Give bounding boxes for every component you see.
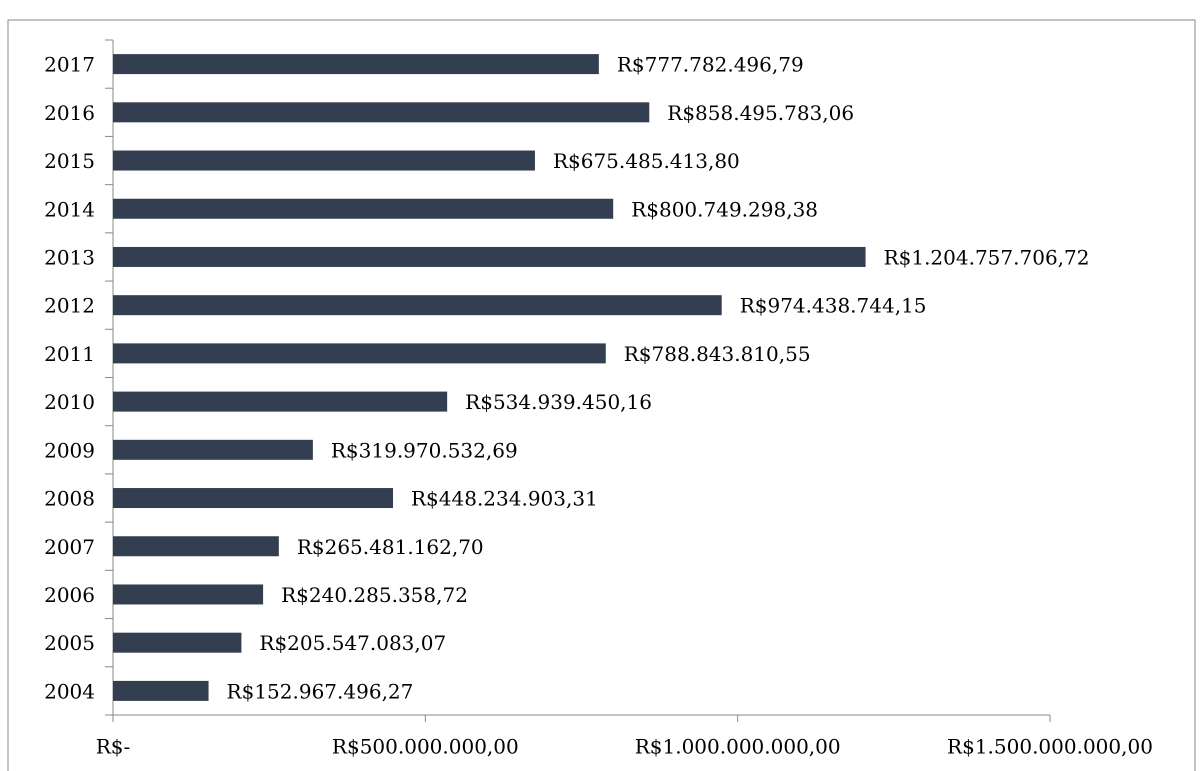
- y-tick-label: 2008: [44, 487, 95, 511]
- value-label: R$974.438.744,15: [740, 294, 927, 318]
- x-tick-label: R$500.000.000,00: [332, 735, 519, 759]
- y-tick-label: 2004: [44, 679, 95, 703]
- y-tick-label: 2015: [44, 149, 95, 173]
- value-label: R$1.204.757.706,72: [884, 245, 1090, 269]
- value-label: R$675.485.413,80: [553, 149, 740, 173]
- bar: [113, 488, 393, 509]
- y-tick-label: 2012: [44, 294, 95, 318]
- x-tick-label: R$-: [96, 735, 131, 759]
- value-label: R$800.749.298,38: [631, 197, 818, 221]
- y-tick-label: 2016: [44, 101, 95, 125]
- y-tick-label: 2010: [44, 390, 95, 414]
- bar: [113, 439, 313, 460]
- y-tick-label: 2005: [44, 631, 95, 655]
- y-tick-label: 2017: [44, 53, 95, 77]
- value-label: R$534.939.450,16: [465, 390, 652, 414]
- value-label: R$858.495.783,06: [667, 101, 854, 125]
- value-label: R$788.843.810,55: [624, 342, 811, 366]
- bar: [113, 150, 535, 171]
- value-label: R$205.547.083,07: [259, 631, 446, 655]
- value-label: R$448.234.903,31: [411, 487, 598, 511]
- value-label: R$240.285.358,72: [281, 583, 468, 607]
- bar: [113, 584, 264, 605]
- value-label: R$152.967.496,27: [227, 679, 414, 703]
- bar: [113, 343, 606, 364]
- bar: [113, 102, 650, 123]
- bar: [113, 536, 279, 557]
- bar: [113, 198, 614, 219]
- bar: [113, 295, 722, 316]
- chart-border: [7, 19, 1196, 771]
- x-tick-label: R$1.000.000.000,00: [635, 735, 841, 759]
- value-label: R$777.782.496,79: [617, 53, 804, 77]
- y-tick-label: 2011: [44, 342, 95, 366]
- x-tick-label: R$1.500.000.000,00: [947, 735, 1153, 759]
- y-tick-label: 2014: [44, 197, 95, 221]
- bar: [113, 246, 866, 267]
- y-tick-label: 2007: [44, 535, 95, 559]
- value-label: R$265.481.162,70: [297, 535, 484, 559]
- bar: [113, 632, 242, 653]
- bar: [113, 391, 448, 412]
- y-tick-label: 2006: [44, 583, 95, 607]
- bar: [113, 680, 209, 701]
- bar: [113, 54, 599, 75]
- y-tick-label: 2013: [44, 245, 95, 269]
- y-tick-label: 2009: [44, 438, 95, 462]
- value-label: R$319.970.532,69: [331, 438, 518, 462]
